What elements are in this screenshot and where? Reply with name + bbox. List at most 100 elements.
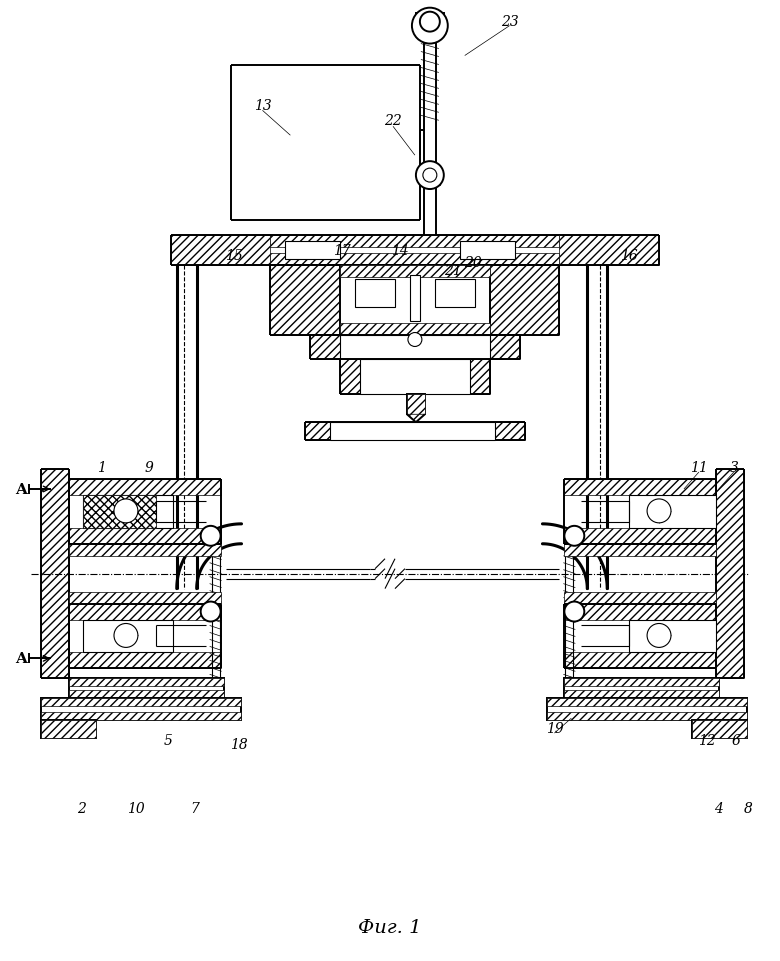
Text: 12: 12 (698, 733, 716, 748)
Polygon shape (565, 592, 716, 604)
Text: 19: 19 (545, 722, 563, 735)
Polygon shape (692, 721, 746, 738)
Bar (459, 241, 515, 259)
Polygon shape (565, 604, 716, 620)
Text: 2: 2 (76, 801, 86, 815)
Bar (360, 360, 470, 395)
Polygon shape (548, 699, 746, 706)
Bar (69, 678, 224, 699)
Polygon shape (340, 323, 490, 335)
Circle shape (423, 169, 437, 183)
Text: 13: 13 (254, 99, 271, 113)
Polygon shape (629, 496, 716, 529)
Polygon shape (69, 480, 221, 496)
Circle shape (647, 500, 671, 524)
Text: 3: 3 (729, 460, 738, 475)
Polygon shape (310, 335, 519, 360)
Polygon shape (340, 265, 490, 278)
Circle shape (416, 162, 444, 190)
Polygon shape (340, 360, 490, 395)
Polygon shape (83, 620, 156, 653)
Circle shape (408, 333, 422, 347)
Polygon shape (271, 265, 340, 335)
Circle shape (114, 624, 138, 648)
Polygon shape (559, 235, 659, 265)
Bar (416, 13, 444, 32)
Bar (207, 703, 225, 719)
Polygon shape (629, 620, 716, 653)
Polygon shape (69, 592, 221, 604)
Polygon shape (407, 395, 425, 415)
Polygon shape (565, 480, 716, 496)
Polygon shape (271, 254, 559, 265)
Polygon shape (69, 691, 224, 699)
Polygon shape (565, 529, 716, 544)
Text: 8: 8 (744, 801, 753, 815)
Bar (355, 280, 395, 308)
Polygon shape (69, 653, 221, 669)
Bar (629, 496, 716, 529)
Text: 9: 9 (144, 460, 154, 475)
Polygon shape (207, 703, 225, 719)
Text: A: A (16, 482, 27, 497)
Bar (548, 699, 746, 721)
Polygon shape (41, 470, 69, 678)
Text: 14: 14 (391, 243, 409, 258)
Text: A: A (16, 652, 27, 666)
Polygon shape (305, 423, 524, 441)
Bar (83, 496, 173, 529)
Polygon shape (171, 235, 271, 265)
Bar (560, 703, 578, 719)
Text: 7: 7 (190, 801, 199, 815)
Text: 15: 15 (225, 249, 243, 262)
Circle shape (114, 500, 138, 524)
Text: Фиг. 1: Фиг. 1 (358, 919, 422, 936)
Bar (340, 265, 490, 335)
Polygon shape (41, 699, 240, 706)
Polygon shape (560, 703, 578, 719)
Bar (565, 678, 719, 699)
Circle shape (200, 527, 221, 546)
Circle shape (412, 9, 448, 44)
Polygon shape (716, 470, 744, 678)
Text: 6: 6 (732, 733, 740, 748)
Polygon shape (490, 265, 559, 335)
Bar (41, 699, 240, 721)
Text: 21: 21 (444, 263, 462, 278)
Polygon shape (565, 653, 716, 669)
Bar (407, 395, 425, 415)
Circle shape (420, 12, 440, 33)
Bar (83, 620, 173, 653)
Text: 20: 20 (464, 256, 481, 269)
Bar (330, 423, 495, 441)
Bar (692, 721, 746, 738)
Polygon shape (416, 13, 444, 32)
Polygon shape (407, 415, 425, 423)
Circle shape (565, 602, 584, 622)
Text: 22: 22 (384, 114, 402, 128)
Text: 11: 11 (690, 460, 707, 475)
Bar (41, 721, 96, 738)
Polygon shape (69, 678, 224, 686)
Polygon shape (41, 721, 96, 738)
Bar (285, 241, 340, 259)
Polygon shape (565, 544, 716, 556)
Circle shape (647, 624, 671, 648)
Text: 10: 10 (127, 801, 145, 815)
Polygon shape (69, 604, 221, 620)
Text: 17: 17 (333, 243, 351, 258)
Bar (629, 620, 716, 653)
Bar (434, 280, 475, 308)
Polygon shape (83, 496, 156, 529)
Text: 5: 5 (163, 733, 172, 748)
Circle shape (200, 602, 221, 622)
Polygon shape (69, 529, 221, 544)
Bar (340, 335, 490, 360)
Bar (410, 276, 420, 321)
Polygon shape (271, 235, 559, 248)
Text: 4: 4 (714, 801, 723, 815)
Text: 16: 16 (620, 249, 638, 262)
Polygon shape (565, 678, 719, 686)
Polygon shape (69, 544, 221, 556)
Polygon shape (565, 691, 719, 699)
